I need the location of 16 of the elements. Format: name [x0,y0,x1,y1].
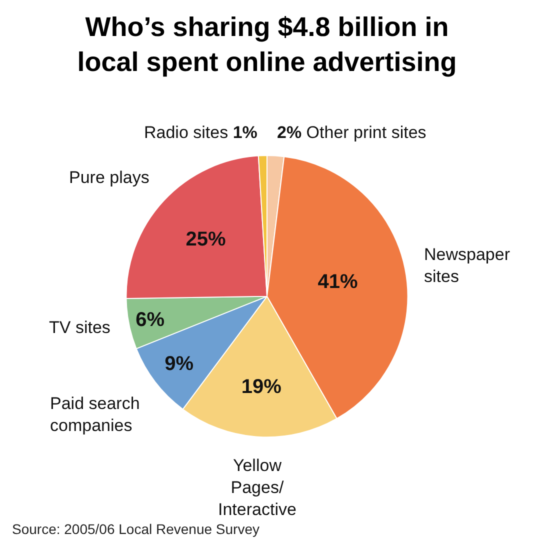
data-label: 41% [318,271,358,294]
source-note: Source: 2005/06 Local Revenue Survey [12,521,260,537]
data-label: 19% [241,376,282,398]
data-label: 2% [277,123,302,142]
data-label: 6% [136,308,165,331]
slice-label: Paid search companies [50,394,140,436]
data-label: 25% [186,228,226,251]
slice-label: Newspaper sites [424,245,510,286]
chart-title: Who’s sharing $4.8 billion in local spent online advertising [77,12,457,77]
slice-label: Pure plays [69,168,150,187]
data-label: 9% [164,352,194,375]
slice-label: Radio sites [144,123,228,142]
data-label: 1% [232,123,258,142]
slice-label: Yellow Pages/ Interactive [218,456,296,520]
slice-label: Other print sites [306,123,426,142]
slice-label: TV sites [49,318,110,337]
